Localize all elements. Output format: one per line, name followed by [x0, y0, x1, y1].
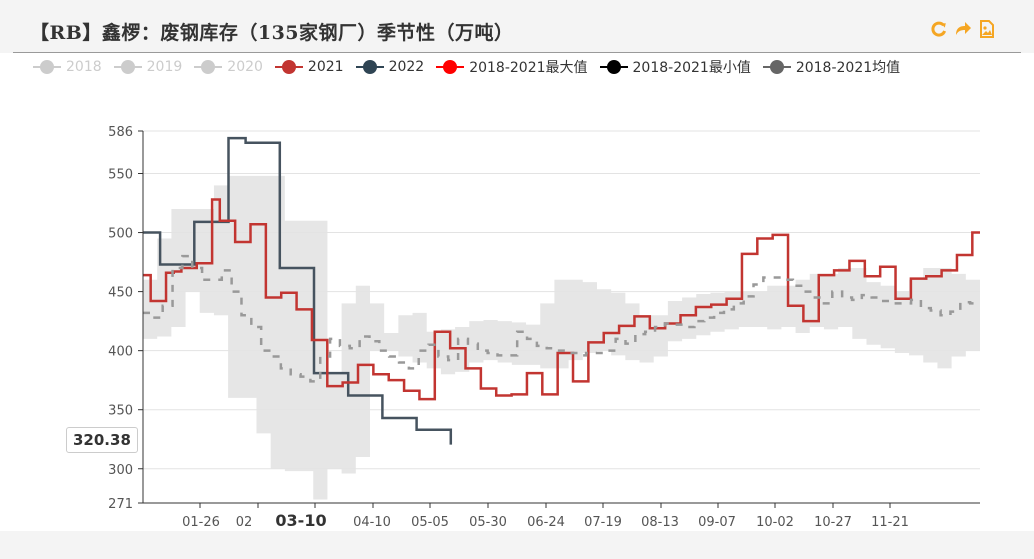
y-tick-label: 300	[108, 463, 133, 478]
legend-label: 2021	[307, 59, 344, 75]
save-image-icon[interactable]	[978, 20, 996, 38]
range-band	[143, 175, 980, 500]
y-tick-label: 450	[108, 286, 133, 301]
legend-item-2021[interactable]: 2021	[274, 59, 344, 75]
x-tick-label: 07-19	[584, 515, 622, 530]
legend-label: 2019	[146, 59, 183, 75]
chart-legend: 2018 2019 2020 2021 2022 2018-2021最大值 2018-202…	[33, 57, 912, 77]
x-tick-label: 05-30	[469, 515, 507, 530]
x-tick-label: 08-13	[641, 515, 679, 530]
legend-marker-icon	[33, 60, 61, 74]
legend-label: 2018-2021最小值	[632, 60, 751, 76]
y-tick-label: 350	[108, 404, 133, 419]
legend-item-2022[interactable]: 2022	[355, 59, 425, 75]
legend-marker-icon	[113, 60, 142, 74]
series-2021-line	[143, 198, 980, 401]
legend-marker-icon	[355, 60, 384, 74]
legend-label: 2018-2021均值	[795, 60, 901, 76]
legend-marker-icon	[762, 60, 791, 74]
share-icon[interactable]	[954, 20, 972, 38]
legend-marker-icon	[274, 60, 303, 74]
legend-item-2018-2021最大值[interactable]: 2018-2021最大值	[436, 57, 588, 77]
x-tick-label: 04-10	[353, 515, 391, 530]
legend-item-2018-2021均值[interactable]: 2018-2021均值	[762, 57, 901, 77]
x-tick-label: 11-21	[871, 515, 909, 530]
y-tick-label: 500	[108, 227, 133, 242]
header-divider	[13, 52, 1021, 53]
x-tick-label: 03-10	[275, 511, 326, 530]
chart-title: 【RB】鑫椤：废钢库存（135家钢厂）季节性（万吨）	[30, 22, 514, 44]
bottom-bar	[0, 531, 1034, 559]
refresh-icon[interactable]	[930, 20, 948, 38]
legend-item-2018[interactable]: 2018	[33, 59, 102, 75]
legend-item-2019[interactable]: 2019	[113, 59, 183, 75]
chart-toolbox	[930, 20, 996, 38]
x-tick-label: 10-02	[756, 515, 794, 530]
axis-pointer-label: 320.38	[66, 427, 138, 453]
legend-item-2020[interactable]: 2020	[194, 59, 263, 75]
legend-label: 2022	[388, 59, 425, 75]
y-tick-label: 271	[108, 497, 133, 512]
series-2022-line	[143, 136, 453, 445]
y-tick-label: 400	[108, 345, 133, 360]
x-tick-label: 05-05	[411, 515, 449, 530]
legend-label: 2018-2021最大值	[469, 60, 588, 76]
x-tick-label: 06-24	[527, 515, 565, 530]
chart-header: 【RB】鑫椤：废钢库存（135家钢厂）季节性（万吨）	[0, 0, 1034, 53]
x-tick-label: 01-26	[182, 515, 220, 530]
x-tick-label: 02	[236, 515, 253, 530]
legend-marker-icon	[599, 60, 628, 74]
legend-label: 2020	[227, 59, 263, 75]
legend-label: 2018	[66, 59, 102, 75]
y-tick-label: 550	[108, 168, 133, 183]
x-tick-label: 10-27	[814, 515, 852, 530]
x-tick-label: 09-07	[698, 515, 736, 530]
legend-item-2018-2021最小值[interactable]: 2018-2021最小值	[599, 57, 751, 77]
legend-marker-icon	[436, 60, 465, 74]
y-tick-label: 586	[108, 125, 133, 140]
legend-marker-icon	[194, 60, 223, 74]
